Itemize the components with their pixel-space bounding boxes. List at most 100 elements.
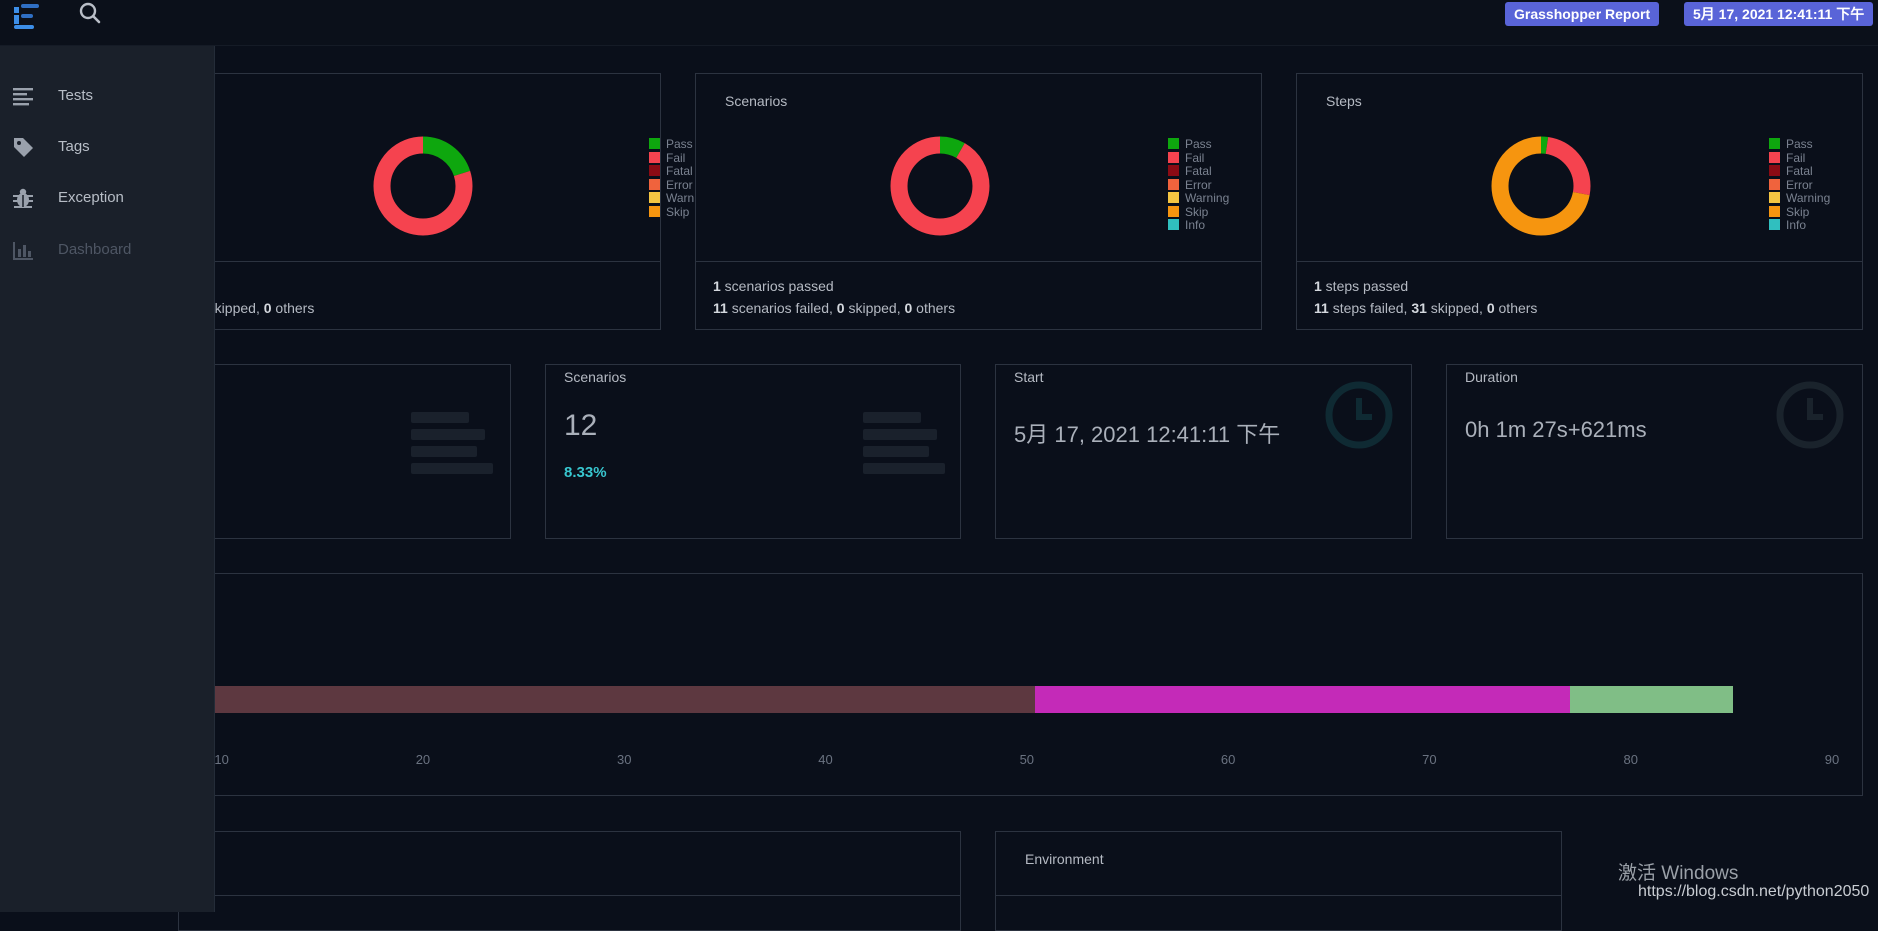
legend-swatch [649,151,660,163]
timeline-axis-tick: 40 [818,752,833,767]
donut-slice-skip[interactable] [1491,136,1591,236]
timeline-axis-tick: 20 [415,752,431,767]
legend-item-fatal[interactable]: Fatal [1168,164,1229,179]
scenarios-passed-count: 1 [713,278,721,294]
legend-swatch [1769,192,1780,203]
logo-icon[interactable] [12,2,44,30]
donut-slice-fail[interactable] [373,136,473,236]
steps-legend: Pass Fail Fatal Error Warning Skip Info [1769,137,1831,233]
timeline-axis-tick: 50 [1019,752,1035,767]
timeline-axis-tick: 80 [1623,752,1638,767]
legend-item-error[interactable]: Error [1769,177,1830,193]
start-time-value: 5月 17, 2021 12:41:11 下午 [1014,422,1281,447]
scenarios-others-count: 0 [904,300,913,316]
tests-others-label: others [271,300,315,316]
legend-item-error[interactable]: Error [1168,178,1229,193]
duration-value: 0h 1m 27s+621ms [1465,417,1647,442]
environment-title: Environment [1025,851,1104,867]
legend-swatch [649,192,660,203]
tests-stat-card [178,364,511,539]
tests-others-count: 0 [263,300,272,316]
sidebar-item-tags[interactable]: Tags [0,127,214,167]
sidebar: Tests Tags Exception Dashboard [0,45,215,912]
sidebar-item-label: Exception [58,189,124,206]
list-bg-icon [411,412,493,478]
legend-swatch [1168,205,1179,217]
steps-skipped-label: skipped, [1426,300,1487,316]
duration-stat-card: Duration 0h 1m 27s+621ms [1446,364,1863,539]
legend-label: Skip [666,204,690,219]
legend-label: Pass [666,137,693,151]
legend-swatch [1168,151,1179,163]
legend-swatch [1168,165,1179,176]
steps-failed-count: 11 [1314,300,1329,316]
legend-label: Error [1786,177,1813,192]
list-bg-icon [863,412,945,478]
sidebar-item-exception[interactable]: Exception [0,178,214,218]
legend-item-warning[interactable]: Warning [1168,191,1230,206]
timeline-axis-tick: 70 [1422,752,1437,767]
legend-item-error[interactable]: Error [649,177,710,193]
timeline-card [178,573,1863,796]
legend-swatch [1769,205,1780,217]
donut-slice-fail[interactable] [890,136,990,236]
sidebar-item-label: Dashboard [58,241,132,258]
scenarios-summary-card: Scenarios Pass Fail Fatal Error Warning Skip I… [695,73,1262,330]
start-stat-card: Start 5月 17, 2021 12:41:11 下午 [995,364,1412,539]
legend-item-pass[interactable]: Pass [649,137,710,152]
legend-label: Pass [1185,137,1212,151]
scenarios-card-footer: 1 scenarios passed 11 scenarios failed, … [696,261,1261,329]
donut-slice-fail[interactable] [1491,136,1591,236]
scenarios-skipped-label: skipped, [844,300,905,316]
card-title: Scenarios [725,93,788,109]
legend-label: Warning [1185,191,1230,205]
timeline-bar-segment[interactable] [1034,686,1571,713]
clock-icon [1776,381,1844,449]
legend-item-fatal[interactable]: Fatal [649,164,710,179]
steps-failed-label: steps failed, [1328,300,1412,316]
legend-item-skip[interactable]: Skip [1769,205,1830,220]
steps-passed-label: steps passed [1321,278,1409,294]
scenarios-pass-percent: 8.33% [564,464,607,481]
legend-swatch [649,205,660,217]
legend-swatch [1769,165,1780,176]
legend-label: Pass [1786,137,1813,151]
report-name-badge: Grasshopper Report [1505,2,1660,26]
legend-item-info[interactable]: Info [1168,218,1229,233]
legend-item-fail[interactable]: Fail [1769,150,1830,166]
legend-swatch [649,138,660,149]
steps-summary-card: Steps Pass Fail Fatal Error Warning Skip Info … [1296,73,1863,330]
scenarios-others-label: others [912,300,956,316]
sidebar-item-tests[interactable]: Tests [0,76,214,116]
timeline-axis-tick: 10 [214,752,229,767]
legend-item-skip[interactable]: Skip [1168,205,1229,220]
divider [996,895,1561,896]
timeline-bar-segment[interactable] [1570,686,1734,713]
legend-label: Warning [1786,191,1831,205]
legend-label: Fail [1786,150,1806,165]
steps-others-count: 0 [1486,300,1495,316]
legend-swatch [1769,219,1780,230]
stat-title: Scenarios [564,369,627,385]
legend-label: Fatal [666,164,693,178]
sidebar-item-label: Tags [58,138,90,155]
sidebar-item-dashboard[interactable]: Dashboard [0,230,214,270]
legend-label: Fatal [1185,164,1212,178]
legend-item-pass[interactable]: Pass [1168,137,1229,152]
legend-item-fail[interactable]: Fail [1168,151,1229,166]
legend-label: Error [666,177,693,192]
legend-item-fatal[interactable]: Fatal [1769,164,1830,179]
legend-item-warning[interactable]: Warning [1769,191,1831,206]
legend-item-fail[interactable]: Fail [649,151,710,166]
legend-label: Info [1786,218,1807,232]
scenarios-failed-label: scenarios failed, [727,300,837,316]
legend-swatch [1168,219,1179,230]
legend-item-info[interactable]: Info [1769,218,1830,233]
timeline-bar-segment[interactable] [214,686,1035,713]
scenarios-count-value: 12 [564,409,598,442]
legend-item-skip[interactable]: Skip [649,204,710,220]
steps-others-label: others [1494,300,1538,316]
environment-card: Environment [995,831,1562,931]
legend-item-pass[interactable]: Pass [1769,137,1830,152]
search-icon[interactable] [78,1,102,25]
